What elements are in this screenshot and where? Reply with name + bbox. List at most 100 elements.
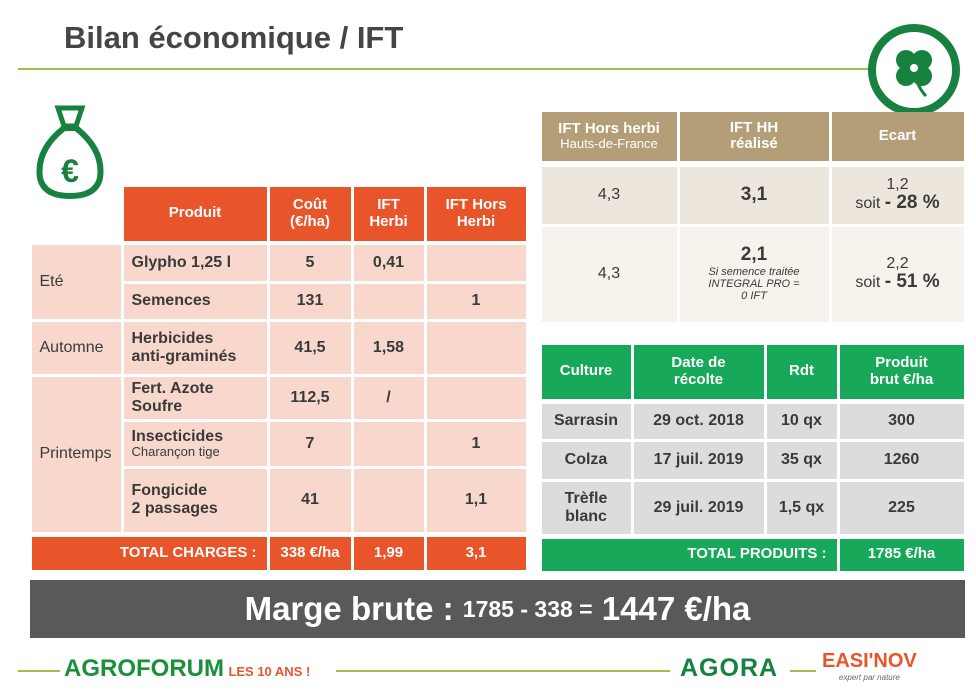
culture-cell: 10 qx <box>766 403 837 439</box>
easinov: EASI'NOV <box>822 650 917 672</box>
season: Eté <box>31 244 121 319</box>
charges-header-text: Coût (€/ha) <box>289 196 330 230</box>
margin-bar: Marge brute : 1785 - 338 = 1447 €/ha <box>30 580 965 638</box>
euro-sign: € <box>61 153 79 189</box>
product-cell: Glypho 1,25 l <box>123 244 267 281</box>
value-cell: 1 <box>426 421 526 466</box>
culture-header: Rdt <box>766 344 837 399</box>
easinov-tagline: expert par nature <box>838 673 900 682</box>
culture-cell-text: 300 <box>888 412 915 430</box>
product-cell: Semences <box>123 283 267 319</box>
ift-ecart-prefix: soit <box>855 195 881 213</box>
agroforum-logo: AGROFORUM LES 10 ANS ! <box>64 655 310 683</box>
ift-realise-cell: 2,1 Si semence traitée INTEGRAL PRO = 0 I… <box>679 226 829 322</box>
value-cell: 41 <box>269 468 351 532</box>
value-cell <box>426 376 526 419</box>
value-cell: 1,58 <box>353 321 424 374</box>
culture-cell-text: 1,5 qx <box>778 498 825 516</box>
value-cell: 1,1 <box>426 468 526 532</box>
total-ift-herbi-text: 1,99 <box>373 543 404 561</box>
margin-formula: 1785 - 338 = <box>462 595 593 622</box>
cost: 7 <box>305 434 315 452</box>
ift-realise-cell: 3,1 <box>679 166 829 224</box>
ift-header: Ecart <box>831 111 964 161</box>
ift-ecart-cell: 2,2 soit - 51 % <box>831 226 964 322</box>
total-produits-value-text: 1785 €/ha <box>867 545 936 563</box>
product: Glypho 1,25 l <box>131 253 232 271</box>
clover-icon <box>868 24 960 116</box>
total-ift-herbi: 1,99 <box>353 536 424 570</box>
ift-header: IFT Hors herbi Hauts-de-France <box>541 111 677 161</box>
cost: 41 <box>301 491 319 509</box>
culture-header-text: Produit brut €/ha <box>869 354 934 388</box>
value-cell <box>353 421 424 466</box>
value-cell <box>353 468 424 532</box>
value-cell: / <box>353 376 424 419</box>
agroforum: AGROFORUM <box>64 655 224 682</box>
total-charges-cost: 338 €/ha <box>269 536 351 570</box>
culture-cell-text: 1260 <box>883 451 920 469</box>
season-text: Eté <box>39 272 64 290</box>
value-cell: 112,5 <box>269 376 351 419</box>
footer-line <box>790 670 816 672</box>
ift-header: IFT HH réalisé <box>679 111 829 161</box>
cost: 131 <box>296 292 324 310</box>
ift-ecart-pct: - 28 % <box>884 192 940 214</box>
culture-cell-text: Colza <box>564 451 608 469</box>
footer-line <box>18 670 60 672</box>
margin-result: 1447 €/ha <box>601 590 751 627</box>
charges-header: Produit <box>123 186 267 241</box>
total-charges-label-text: TOTAL CHARGES : <box>119 543 257 561</box>
money-bag-icon: € <box>36 105 104 200</box>
easinov-logo: EASI'NOV expert par nature <box>822 650 917 682</box>
ift-header-title: IFT HH réalisé <box>729 118 779 152</box>
ift-ecart-pct: - 51 % <box>884 271 940 293</box>
charges-header-text: IFT Hors Herbi <box>445 196 507 230</box>
cost: 5 <box>305 253 315 271</box>
value-cell <box>353 283 424 319</box>
culture-cell-text: Trèfle blanc <box>564 489 608 525</box>
total-charges-cost-text: 338 €/ha <box>280 543 340 561</box>
ift_hors_herbi: 1 <box>471 292 481 310</box>
ift_herbi: 0,41 <box>372 253 405 271</box>
value-cell: 41,5 <box>269 321 351 374</box>
total-ift-hors-herbi-text: 3,1 <box>465 543 487 561</box>
culture-header: Date de récolte <box>633 344 764 399</box>
culture-cell: 17 juil. 2019 <box>633 441 764 479</box>
agora-logo: AGORA <box>680 654 779 682</box>
charges-header: IFT Hors Herbi <box>426 186 526 241</box>
footer-line <box>336 670 670 672</box>
total-produits-value: 1785 €/ha <box>839 538 964 571</box>
total-ift-hors-herbi: 3,1 <box>426 536 526 570</box>
culture-header-text: Date de récolte <box>671 354 726 388</box>
culture-cell: 225 <box>839 481 964 534</box>
culture-cell-text: 35 qx <box>781 451 822 469</box>
anniversary: LES 10 ANS ! <box>228 664 311 679</box>
ift-reference-text: 4,3 <box>597 265 621 283</box>
product: Insecticides <box>131 427 224 445</box>
charges-header-text: Produit <box>168 204 222 222</box>
culture-header: Produit brut €/ha <box>839 344 964 399</box>
culture-cell: 35 qx <box>766 441 837 479</box>
ift-realise: 3,1 <box>740 183 768 205</box>
ift-ecart: 2,2 <box>886 254 909 272</box>
value-cell: 131 <box>269 283 351 319</box>
value-cell: 0,41 <box>353 244 424 281</box>
ift-ecart-cell: 1,2 soit - 28 % <box>831 166 964 224</box>
product-note: Charançon tige <box>131 444 220 460</box>
ift-note: Si semence traitée INTEGRAL PRO = 0 IFT <box>708 266 800 303</box>
value-cell <box>426 244 526 281</box>
product-cell: Fert. Azote Soufre <box>123 376 267 419</box>
value-cell: 7 <box>269 421 351 466</box>
value-cell: 5 <box>269 244 351 281</box>
ift-realise: 2,1 <box>740 244 768 266</box>
culture-cell: 1,5 qx <box>766 481 837 534</box>
ift-header-subtitle: Hauts-de-France <box>560 136 658 152</box>
value-cell: 1 <box>426 283 526 319</box>
season: Automne <box>31 321 121 374</box>
ift-header-title: Ecart <box>878 126 917 144</box>
product: Fongicide 2 passages <box>131 482 218 517</box>
product-cell: Insecticides Charançon tige <box>123 421 267 466</box>
season: Printemps <box>31 376 121 532</box>
culture-cell-text: 17 juil. 2019 <box>653 451 744 469</box>
